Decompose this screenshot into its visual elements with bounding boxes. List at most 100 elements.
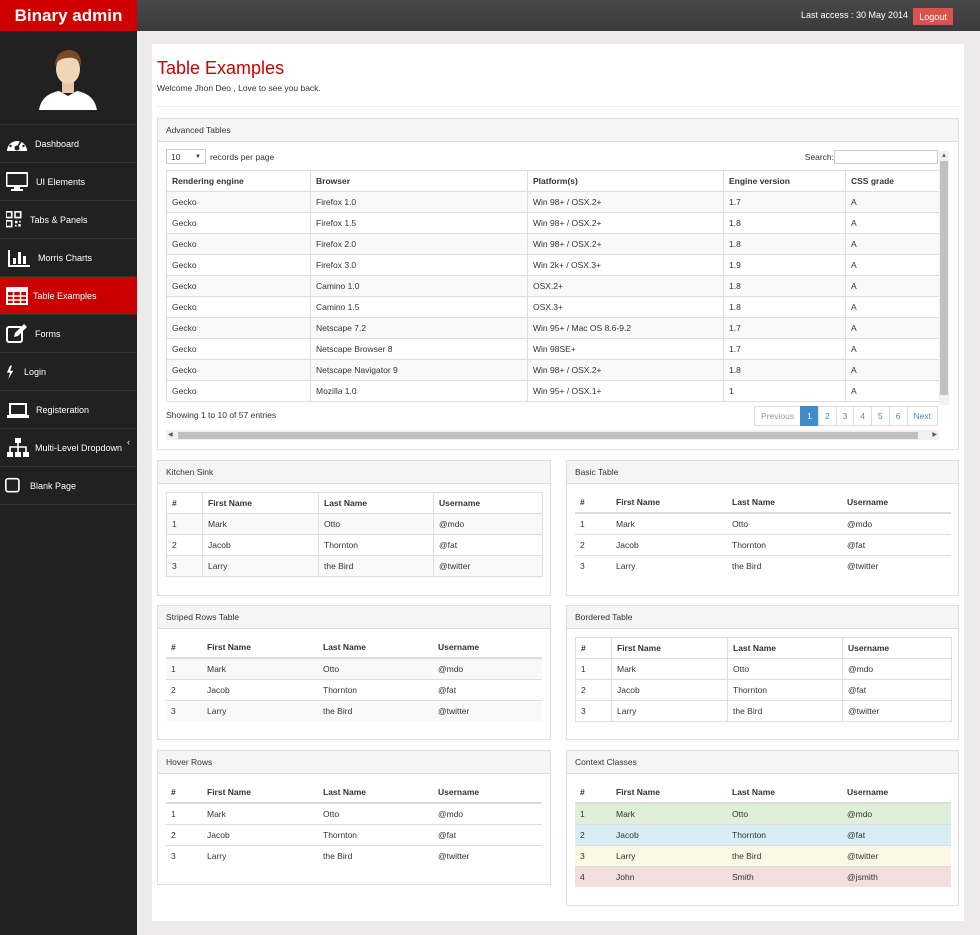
column-header[interactable]: Engine version xyxy=(723,170,846,192)
panel-heading: Kitchen Sink xyxy=(158,461,550,484)
table-cell: Thornton xyxy=(727,679,843,701)
page-button[interactable]: 2 xyxy=(817,406,837,426)
table-cell: @jsmith xyxy=(842,865,951,887)
showing-entries-text: Showing 1 to 10 of 57 entries xyxy=(166,410,277,420)
logout-button[interactable]: Logout xyxy=(913,8,953,25)
column-header[interactable]: CSS grade xyxy=(845,170,940,192)
page-button[interactable]: 6 xyxy=(888,406,908,426)
table-cell: 2 xyxy=(575,823,611,845)
last-access-text: Last access : 30 May 2014 xyxy=(800,10,908,20)
basic-table: # First Name Last Name Username 1 Mark Otto @md… xyxy=(575,492,951,576)
table-cell: Gecko xyxy=(166,254,311,276)
table-cell: Gecko xyxy=(166,359,311,381)
table-cell: Jacob xyxy=(611,679,728,701)
column-header: Last Name xyxy=(318,782,433,804)
column-header: First Name xyxy=(202,492,319,514)
search-input[interactable] xyxy=(834,150,938,164)
sidebar-item-forms[interactable]: Forms xyxy=(0,315,137,353)
striped-rows-table: # First Name Last Name Username 1 Mark Otto @md… xyxy=(166,637,542,721)
table-cell: Netscape Navigator 9 xyxy=(310,359,528,381)
horizontal-scrollbar[interactable]: ◀ ▶ xyxy=(166,430,939,440)
sidebar-item-label: Morris Charts xyxy=(38,253,93,263)
table-cell: Gecko xyxy=(166,317,311,339)
table-cell: 1 xyxy=(575,658,612,680)
table-cell: @mdo xyxy=(842,658,952,680)
table-cell: Gecko xyxy=(166,380,311,402)
sidebar-collapse-caret[interactable]: ‹ xyxy=(127,437,130,447)
page-button[interactable]: 4 xyxy=(853,406,873,426)
column-header: Username xyxy=(433,492,543,514)
table-cell: 2 xyxy=(166,534,203,556)
sidebar-item-label: Table Examples xyxy=(33,291,97,301)
panel-heading: Context Classes xyxy=(567,751,958,774)
column-header: First Name xyxy=(202,782,318,804)
table-cell: @mdo xyxy=(433,802,542,824)
dashboard-icon xyxy=(7,137,27,151)
sidebar-item-dashboard[interactable]: Dashboard xyxy=(0,125,137,163)
page-title: Table Examples xyxy=(157,58,285,78)
vertical-scrollbar[interactable]: ▲ xyxy=(939,151,949,405)
table-cell: 1.7 xyxy=(723,191,846,213)
scrollbar-thumb[interactable] xyxy=(940,161,948,395)
sidebar-item-ui-elements[interactable]: UI Elements xyxy=(0,163,137,201)
scrollbar-thumb[interactable] xyxy=(178,432,918,439)
table-cell: Larry xyxy=(611,554,727,576)
records-per-page-label: records per page xyxy=(210,151,275,162)
basic-table-panel: Basic Table # First Name Last Name Username… xyxy=(566,460,959,596)
sidebar-item-morris-charts[interactable]: Morris Charts xyxy=(0,239,137,277)
sidebar-item-multi-level-dropdown[interactable]: Multi-Level Dropdown xyxy=(0,429,137,467)
table-cell: @fat xyxy=(433,678,542,700)
page-button[interactable]: Previous xyxy=(754,406,802,426)
search-control: Search: xyxy=(805,150,938,164)
table-row: 3 Larry the Bird @twitter xyxy=(166,555,543,577)
table-row: Gecko Netscape Navigator 9 Win 98+ / OSX.2… xyxy=(166,359,940,381)
table-cell: Jacob xyxy=(202,678,318,700)
sidebar-item-label: Registeration xyxy=(36,405,90,415)
column-header[interactable]: Browser xyxy=(310,170,528,192)
column-header: First Name xyxy=(611,782,727,804)
sidebar-item-table-examples[interactable]: Table Examples xyxy=(0,277,137,315)
user-avatar-area xyxy=(0,31,137,125)
main-content: Table Examples Welcome Jhon Deo , Love t… xyxy=(152,44,964,921)
table-cell: Win 98+ / OSX.2+ xyxy=(527,359,724,381)
table-cell: @fat xyxy=(433,823,542,845)
table-cell: Win 95+ / OSX.1+ xyxy=(527,380,724,402)
records-per-page-select[interactable]: 10 ▼ xyxy=(166,149,206,164)
column-header[interactable]: Platform(s) xyxy=(527,170,724,192)
column-header[interactable]: Rendering engine xyxy=(166,170,311,192)
bar-chart-icon xyxy=(8,250,30,267)
page-button[interactable]: 1 xyxy=(800,406,819,426)
table-row: 1 Mark Otto @mdo xyxy=(166,657,542,679)
table-row: 2 Jacob Thornton @fat xyxy=(575,823,951,845)
table-cell: Firefox 1.0 xyxy=(310,191,528,213)
sidebar-item-blank-page[interactable]: Blank Page xyxy=(0,467,137,505)
table-cell: Gecko xyxy=(166,296,311,318)
sidebar-item-tabs-panels[interactable]: Tabs & Panels xyxy=(0,201,137,239)
column-header: Username xyxy=(842,637,952,659)
table-cell: Win 95+ / Mac OS 8.6-9.2 xyxy=(527,317,724,339)
column-header: Username xyxy=(433,782,542,804)
table-header-row: # First Name Last Name Username xyxy=(575,782,951,804)
sidebar-item-registeration[interactable]: Registeration xyxy=(0,391,137,429)
table-cell: Jacob xyxy=(611,533,727,555)
table-cell: Mark xyxy=(611,512,727,534)
sidebar-item-label: Forms xyxy=(35,329,61,339)
column-header: # xyxy=(166,492,203,514)
table-cell: Thornton xyxy=(318,678,433,700)
page-button[interactable]: 5 xyxy=(871,406,890,426)
column-header: Last Name xyxy=(727,492,842,514)
page-button[interactable]: Next xyxy=(906,406,938,426)
table-row: Gecko Firefox 2.0 Win 98+ / OSX.2+ 1.8 A xyxy=(166,233,940,255)
page-button[interactable]: 3 xyxy=(835,406,855,426)
table-cell: Jacob xyxy=(202,534,319,556)
column-header: Last Name xyxy=(318,492,434,514)
sidebar-item-login[interactable]: Login xyxy=(0,353,137,391)
table-cell: OSX.2+ xyxy=(527,275,724,297)
brand-logo[interactable]: Binary admin xyxy=(0,0,137,31)
column-header: Last Name xyxy=(318,637,433,659)
column-header: Username xyxy=(842,782,951,804)
column-header: # xyxy=(575,637,612,659)
table-row: Gecko Camino 1.0 OSX.2+ 1.8 A xyxy=(166,275,940,297)
table-cell: @twitter xyxy=(433,844,542,866)
panel-heading: Bordered Table xyxy=(567,606,958,629)
